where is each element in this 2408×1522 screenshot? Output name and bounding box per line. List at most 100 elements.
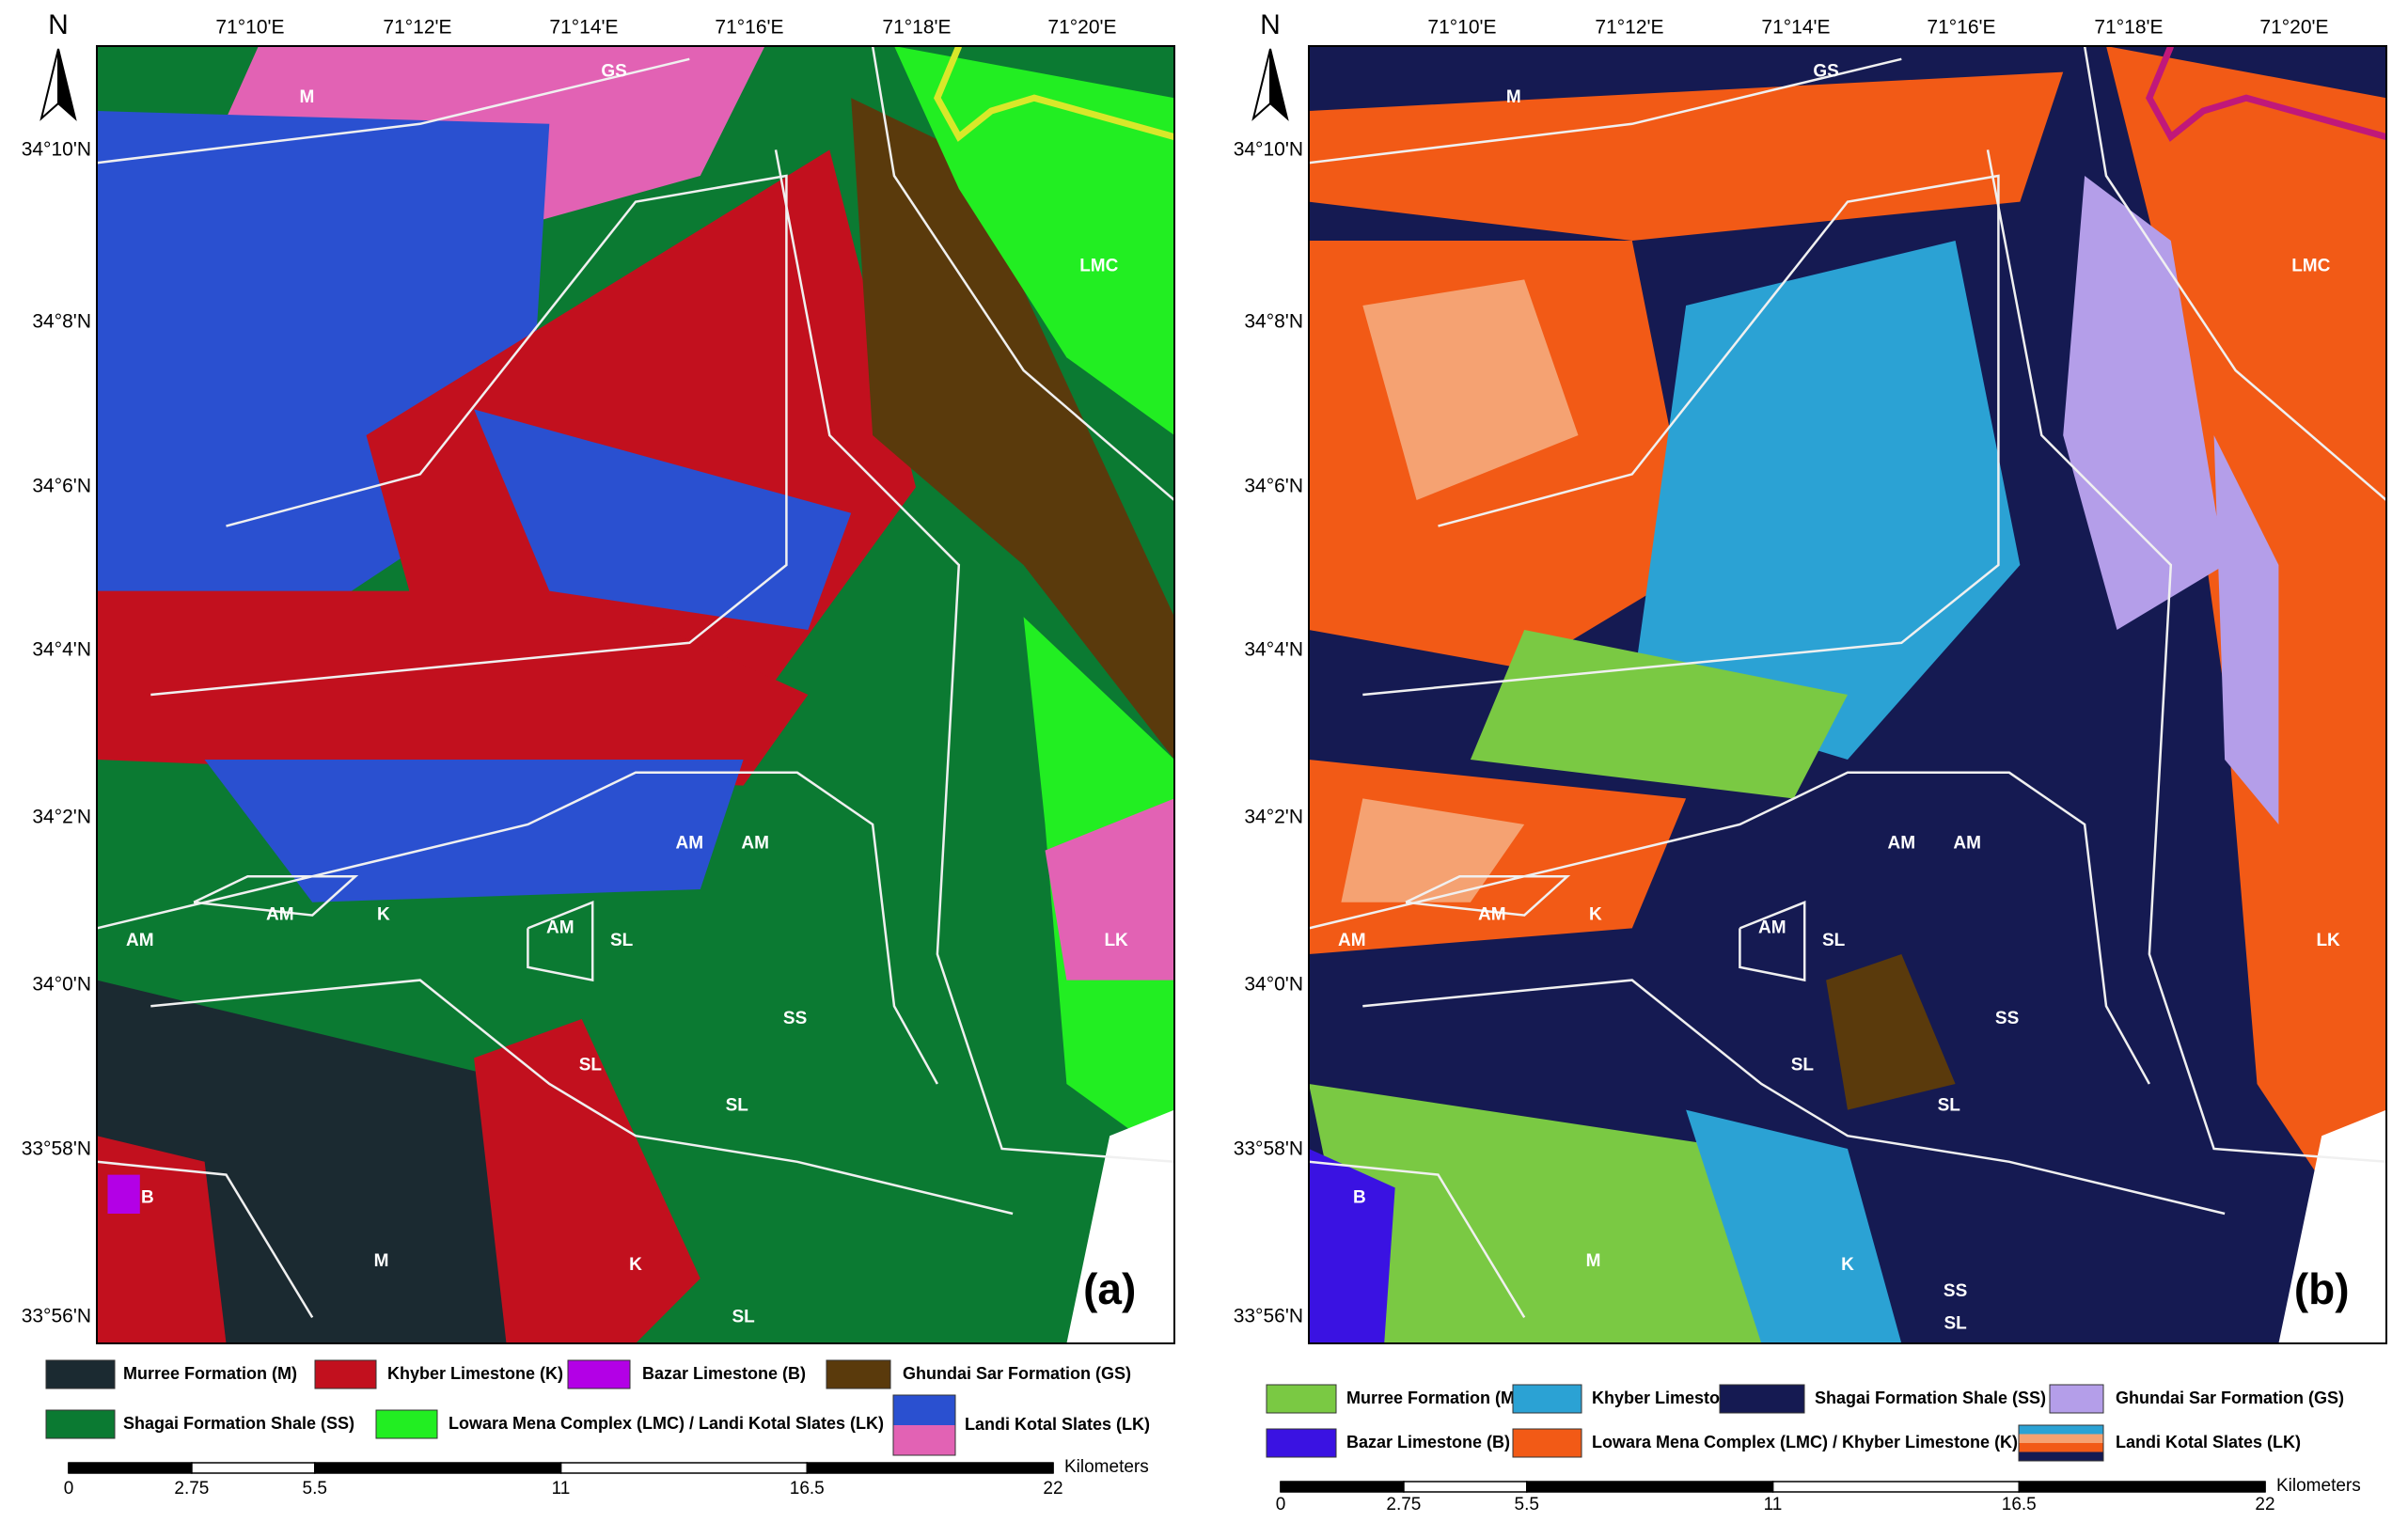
longitude-label: 71°16'E bbox=[715, 17, 783, 39]
scale-label: 5.5 bbox=[1515, 1495, 1539, 1514]
longitude-label: 71°14'E bbox=[549, 17, 618, 39]
geology-zone bbox=[1362, 279, 1579, 500]
legend-swatch-border bbox=[314, 1359, 377, 1389]
unit-boundary bbox=[774, 149, 1174, 1164]
scale-label: 22 bbox=[2255, 1495, 2274, 1514]
scale-label: 5.5 bbox=[303, 1479, 327, 1498]
map-unit-label: SS bbox=[783, 1009, 807, 1028]
scale-segment bbox=[191, 1462, 316, 1474]
legend-swatch bbox=[315, 1360, 376, 1389]
unit-boundary bbox=[1739, 900, 1806, 982]
longitude-label: 71°10'E bbox=[215, 17, 284, 39]
scale-segment bbox=[2018, 1481, 2266, 1493]
longitude-label: 71°16'E bbox=[1927, 17, 1995, 39]
latitude-label: 34°10'N bbox=[1234, 139, 1303, 161]
legend-label: Bazar Limestone (B) bbox=[1346, 1433, 1510, 1451]
latitude-label: 34°6'N bbox=[32, 476, 91, 497]
panel-label: (b) bbox=[2294, 1264, 2350, 1313]
scale-unit: Kilometers bbox=[1064, 1457, 1149, 1477]
map-unit-label: AM bbox=[676, 834, 704, 854]
legend-swatch-border bbox=[892, 1394, 956, 1456]
map-unit-label: K bbox=[377, 905, 390, 925]
geology-zone bbox=[2278, 1109, 2386, 1343]
longitude-label: 71°20'E bbox=[1047, 17, 1116, 39]
scale-label: 0 bbox=[1276, 1495, 1286, 1514]
geology-zone bbox=[1309, 1149, 1395, 1343]
legend-swatch bbox=[1267, 1385, 1336, 1413]
geology-zone bbox=[851, 98, 1174, 760]
map-frame bbox=[96, 45, 1175, 1344]
geology-zone bbox=[2213, 435, 2279, 824]
unit-boundary bbox=[150, 174, 788, 697]
legend-swatch-border bbox=[1266, 1428, 1337, 1458]
geology-zone bbox=[204, 760, 744, 902]
latitude-label: 34°10'N bbox=[22, 139, 91, 161]
longitude-label: 71°12'E bbox=[383, 17, 451, 39]
geology-zone bbox=[474, 1019, 700, 1343]
north-label: N bbox=[1260, 9, 1281, 40]
map-unit-label: SL bbox=[579, 1056, 603, 1075]
scale-segment bbox=[1280, 1481, 1405, 1493]
map-unit-label: LMC bbox=[1079, 257, 1118, 276]
unit-boundary bbox=[1362, 979, 2226, 1216]
latitude-label: 34°2'N bbox=[1244, 807, 1303, 828]
geology-zone bbox=[1045, 798, 1174, 981]
latitude-label: 34°4'N bbox=[32, 639, 91, 661]
legend-swatch bbox=[2019, 1443, 2103, 1452]
map-unit-label: AM bbox=[1888, 834, 1916, 854]
map-unit-label: B bbox=[1353, 1187, 1366, 1207]
map-unit-label: AM bbox=[1478, 905, 1506, 925]
map-unit-label: SL bbox=[1938, 1095, 1961, 1115]
legend-swatch bbox=[826, 1360, 890, 1389]
geology-zone bbox=[894, 46, 1174, 435]
map-unit-label: LK bbox=[1104, 931, 1128, 950]
legend-label: Lowara Mena Complex (LMC) / Landi Kotal … bbox=[449, 1414, 884, 1433]
scale-segment bbox=[1526, 1481, 1774, 1493]
map-unit-label: K bbox=[629, 1255, 642, 1275]
latitude-label: 33°58'N bbox=[1234, 1138, 1303, 1160]
legend-swatch bbox=[2050, 1385, 2103, 1413]
unit-boundary bbox=[1309, 57, 1902, 165]
unit-boundary bbox=[97, 1160, 314, 1319]
map-unit-label: LMC bbox=[2291, 257, 2330, 276]
scale-segment bbox=[1403, 1481, 1528, 1493]
longitude-label: 71°18'E bbox=[2094, 17, 2163, 39]
legend-swatch-border bbox=[1512, 1428, 1582, 1458]
north-arrow bbox=[1251, 48, 1271, 121]
scale-unit: Kilometers bbox=[2276, 1476, 2361, 1496]
legend-swatch bbox=[568, 1360, 630, 1389]
unit-boundary bbox=[2083, 46, 2386, 501]
geology-zone bbox=[97, 980, 582, 1343]
geology-zone bbox=[1631, 241, 2021, 760]
legend-swatch bbox=[46, 1410, 115, 1438]
map-unit-label: AM bbox=[266, 905, 294, 925]
map-unit-label: LK bbox=[2316, 931, 2340, 950]
map-unit-label: SL bbox=[610, 931, 634, 950]
legend-label: Khyber Limestone (K) bbox=[387, 1364, 563, 1383]
scale-segment bbox=[314, 1462, 562, 1474]
geology-zone bbox=[1066, 1109, 1174, 1343]
legend-swatch bbox=[376, 1410, 437, 1438]
unit-boundary bbox=[871, 46, 1174, 501]
geology-zone bbox=[1470, 630, 1848, 799]
map-unit-label: SL bbox=[732, 1307, 755, 1326]
map-unit-label: M bbox=[374, 1251, 389, 1271]
map-unit-label: GS bbox=[1813, 62, 1838, 82]
scale-label: 0 bbox=[64, 1479, 74, 1498]
scale-segment bbox=[559, 1462, 808, 1474]
legend-swatch bbox=[1513, 1385, 1582, 1413]
geology-zone bbox=[2063, 176, 2226, 630]
map-image bbox=[1309, 46, 2386, 1343]
legend-swatch-border bbox=[1719, 1384, 1805, 1414]
legend-swatch bbox=[1720, 1385, 1804, 1413]
latitude-label: 34°2'N bbox=[32, 807, 91, 828]
latitude-label: 34°6'N bbox=[1244, 476, 1303, 497]
legend-label: Ghundai Sar Formation (GS) bbox=[903, 1364, 1131, 1383]
scale-segment bbox=[806, 1462, 1054, 1474]
legend-swatch-border bbox=[375, 1409, 438, 1439]
north-arrow bbox=[1269, 48, 1289, 121]
legend-swatch-border bbox=[1512, 1384, 1582, 1414]
map-unit-label: M bbox=[1506, 87, 1521, 107]
longitude-label: 71°10'E bbox=[1427, 17, 1496, 39]
map-unit-label: AM bbox=[1953, 834, 1981, 854]
